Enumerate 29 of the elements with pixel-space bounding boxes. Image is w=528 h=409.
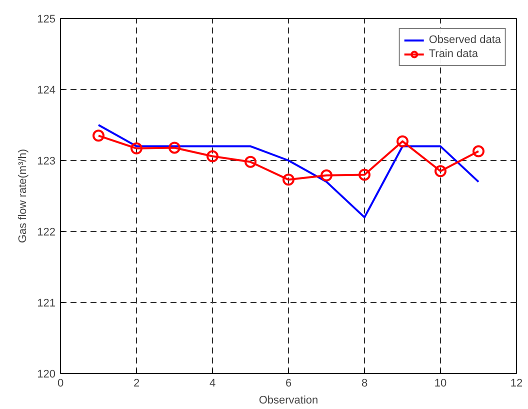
x-tick-label: 8: [361, 378, 368, 390]
point: [92, 130, 104, 142]
point: [358, 168, 370, 181]
y-tick-label: 123: [37, 156, 56, 168]
legend-label: Observed data: [428, 34, 501, 46]
point: [282, 174, 294, 186]
x-tick-label: 6: [285, 378, 292, 390]
y-tick-label: 124: [37, 84, 56, 96]
x-axis-title: Observation: [258, 394, 318, 406]
point: [244, 156, 256, 168]
line-series: [98, 124, 480, 218]
x-tick-label: 0: [57, 378, 64, 390]
point: [472, 145, 484, 158]
x-tick-label: 12: [510, 378, 523, 390]
point: [396, 135, 408, 148]
x-tick-label: 10: [434, 378, 447, 390]
y-tick-label: 125: [37, 14, 56, 26]
point: [130, 142, 142, 154]
y-tick-label: 122: [37, 226, 56, 238]
legend-label: Train data: [428, 48, 478, 60]
point: [434, 165, 446, 178]
y-tick-label: 120: [37, 368, 56, 380]
point: [320, 169, 332, 182]
x-tick-label: 2: [133, 378, 140, 390]
x-tick-label: 4: [209, 378, 216, 390]
point: [168, 142, 180, 154]
y-axis-title: Gas flow rate(m³/h): [17, 148, 30, 244]
y-tick-label: 121: [37, 298, 56, 310]
point: [206, 150, 218, 162]
